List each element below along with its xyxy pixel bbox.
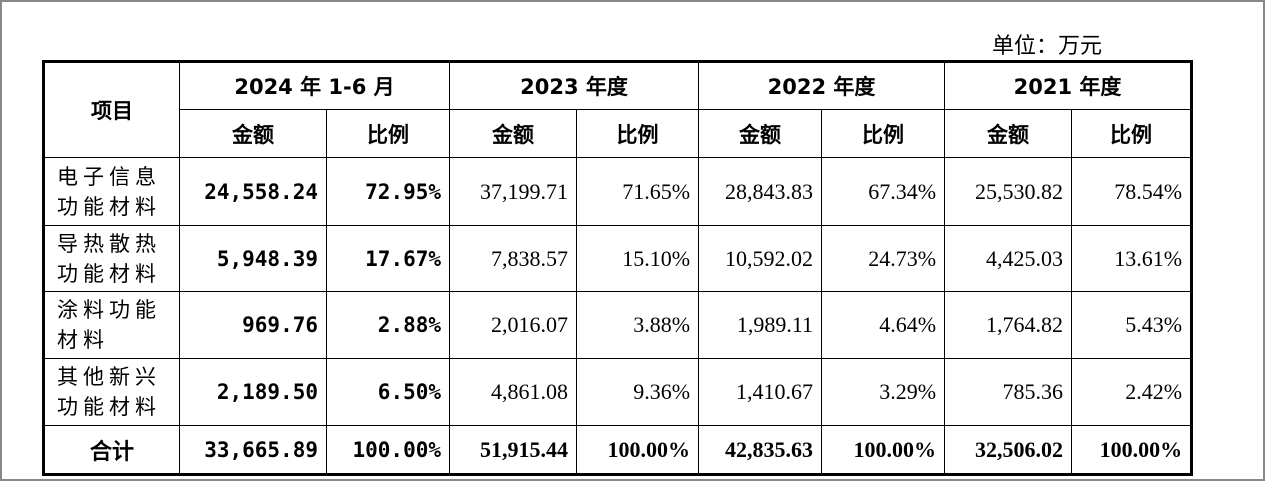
total-label: 合计 [43, 425, 180, 475]
period-header: 2023 年度 [449, 61, 700, 110]
cell: 24,558.24 [179, 157, 327, 226]
cell: 9.36% [576, 358, 700, 426]
cell: 1,410.67 [698, 358, 823, 426]
cell: 5,948.39 [179, 225, 327, 292]
subheader-row: 金额 比例 金额 比例 金额 比例 金额 比例 [44, 109, 1193, 158]
cell: 5.43% [1071, 291, 1193, 359]
cell: 785.36 [944, 358, 1073, 426]
subheader: 比例 [1071, 109, 1193, 158]
cell: 1,764.82 [944, 291, 1073, 359]
total-row: 合计 33,665.89 100.00% 51,915.44 100.00% 42,835… [43, 425, 1193, 475]
cell: 4.64% [821, 291, 946, 359]
unit-label: 单位：万元 [992, 33, 1103, 58]
cell: 7,838.57 [449, 225, 578, 292]
cell: 3.29% [821, 358, 946, 426]
total-cell: 42,835.63 [698, 425, 823, 475]
subheader: 金额 [944, 109, 1073, 158]
cell: 3.88% [576, 291, 700, 359]
cell: 2,016.07 [449, 291, 578, 359]
cell: 969.76 [179, 291, 327, 359]
subheader: 金额 [179, 109, 327, 158]
cell: 28,843.83 [698, 157, 823, 226]
total-cell: 100.00% [821, 425, 946, 475]
subheader: 金额 [449, 109, 578, 158]
data-row: 涂料功能材料 969.76 2.88% 2,016.07 3.88% 1,989.11 4.… [43, 291, 1193, 359]
cell: 71.65% [576, 157, 700, 226]
cell: 78.54% [1071, 157, 1193, 226]
subheader: 比例 [821, 109, 946, 158]
subheader: 金额 [698, 109, 823, 158]
total-cell: 100.00% [576, 425, 700, 475]
cell: 10,592.02 [698, 225, 823, 292]
cell: 25,530.82 [944, 157, 1073, 226]
cell: 2,189.50 [179, 358, 327, 426]
cell: 2.88% [325, 291, 451, 359]
item-name: 导热散热功能材料 [43, 225, 180, 292]
item-name: 电子信息功能材料 [43, 157, 180, 226]
item-name: 其他新兴功能材料 [43, 358, 180, 426]
cell: 4,861.08 [449, 358, 578, 426]
period-header: 2021 年度 [944, 61, 1193, 110]
cell: 72.95% [325, 157, 451, 226]
total-cell: 100.00% [1071, 425, 1193, 475]
cell: 4,425.03 [944, 225, 1073, 292]
header-row: 项目 2024 年 1-6 月 2023 年度 2022 年度 2021 年度 [43, 61, 1193, 158]
item-name: 涂料功能材料 [43, 291, 180, 359]
cell: 6.50% [325, 358, 451, 426]
cell: 67.34% [821, 157, 946, 226]
cell: 13.61% [1071, 225, 1193, 292]
data-row: 导热散热功能材料 5,948.39 17.67% 7,838.57 15.10% 10,5… [43, 225, 1193, 292]
data-row: 电子信息功能材料 24,558.24 72.95% 37,199.71 71.65% 28… [43, 157, 1193, 226]
cell: 37,199.71 [449, 157, 578, 226]
data-row: 其他新兴功能材料 2,189.50 6.50% 4,861.08 9.36% 1,410.… [43, 358, 1193, 426]
total-cell: 51,915.44 [449, 425, 578, 475]
cell: 24.73% [821, 225, 946, 292]
item-header: 项目 [43, 61, 180, 158]
total-cell: 33,665.89 [179, 425, 327, 475]
cell: 2.42% [1071, 358, 1193, 426]
period-header: 2024 年 1-6 月 [178, 61, 451, 110]
subheader: 比例 [576, 109, 700, 158]
subheader: 比例 [325, 109, 451, 158]
cell: 15.10% [576, 225, 700, 292]
data-table: 项目 2024 年 1-6 月 2023 年度 2022 年度 2021 年度 金额 比例金… [42, 60, 1194, 476]
total-cell: 32,506.02 [944, 425, 1073, 475]
cell: 17.67% [325, 225, 451, 292]
period-header: 2022 年度 [698, 61, 946, 110]
cell: 1,989.11 [698, 291, 823, 359]
total-cell: 100.00% [325, 425, 451, 475]
